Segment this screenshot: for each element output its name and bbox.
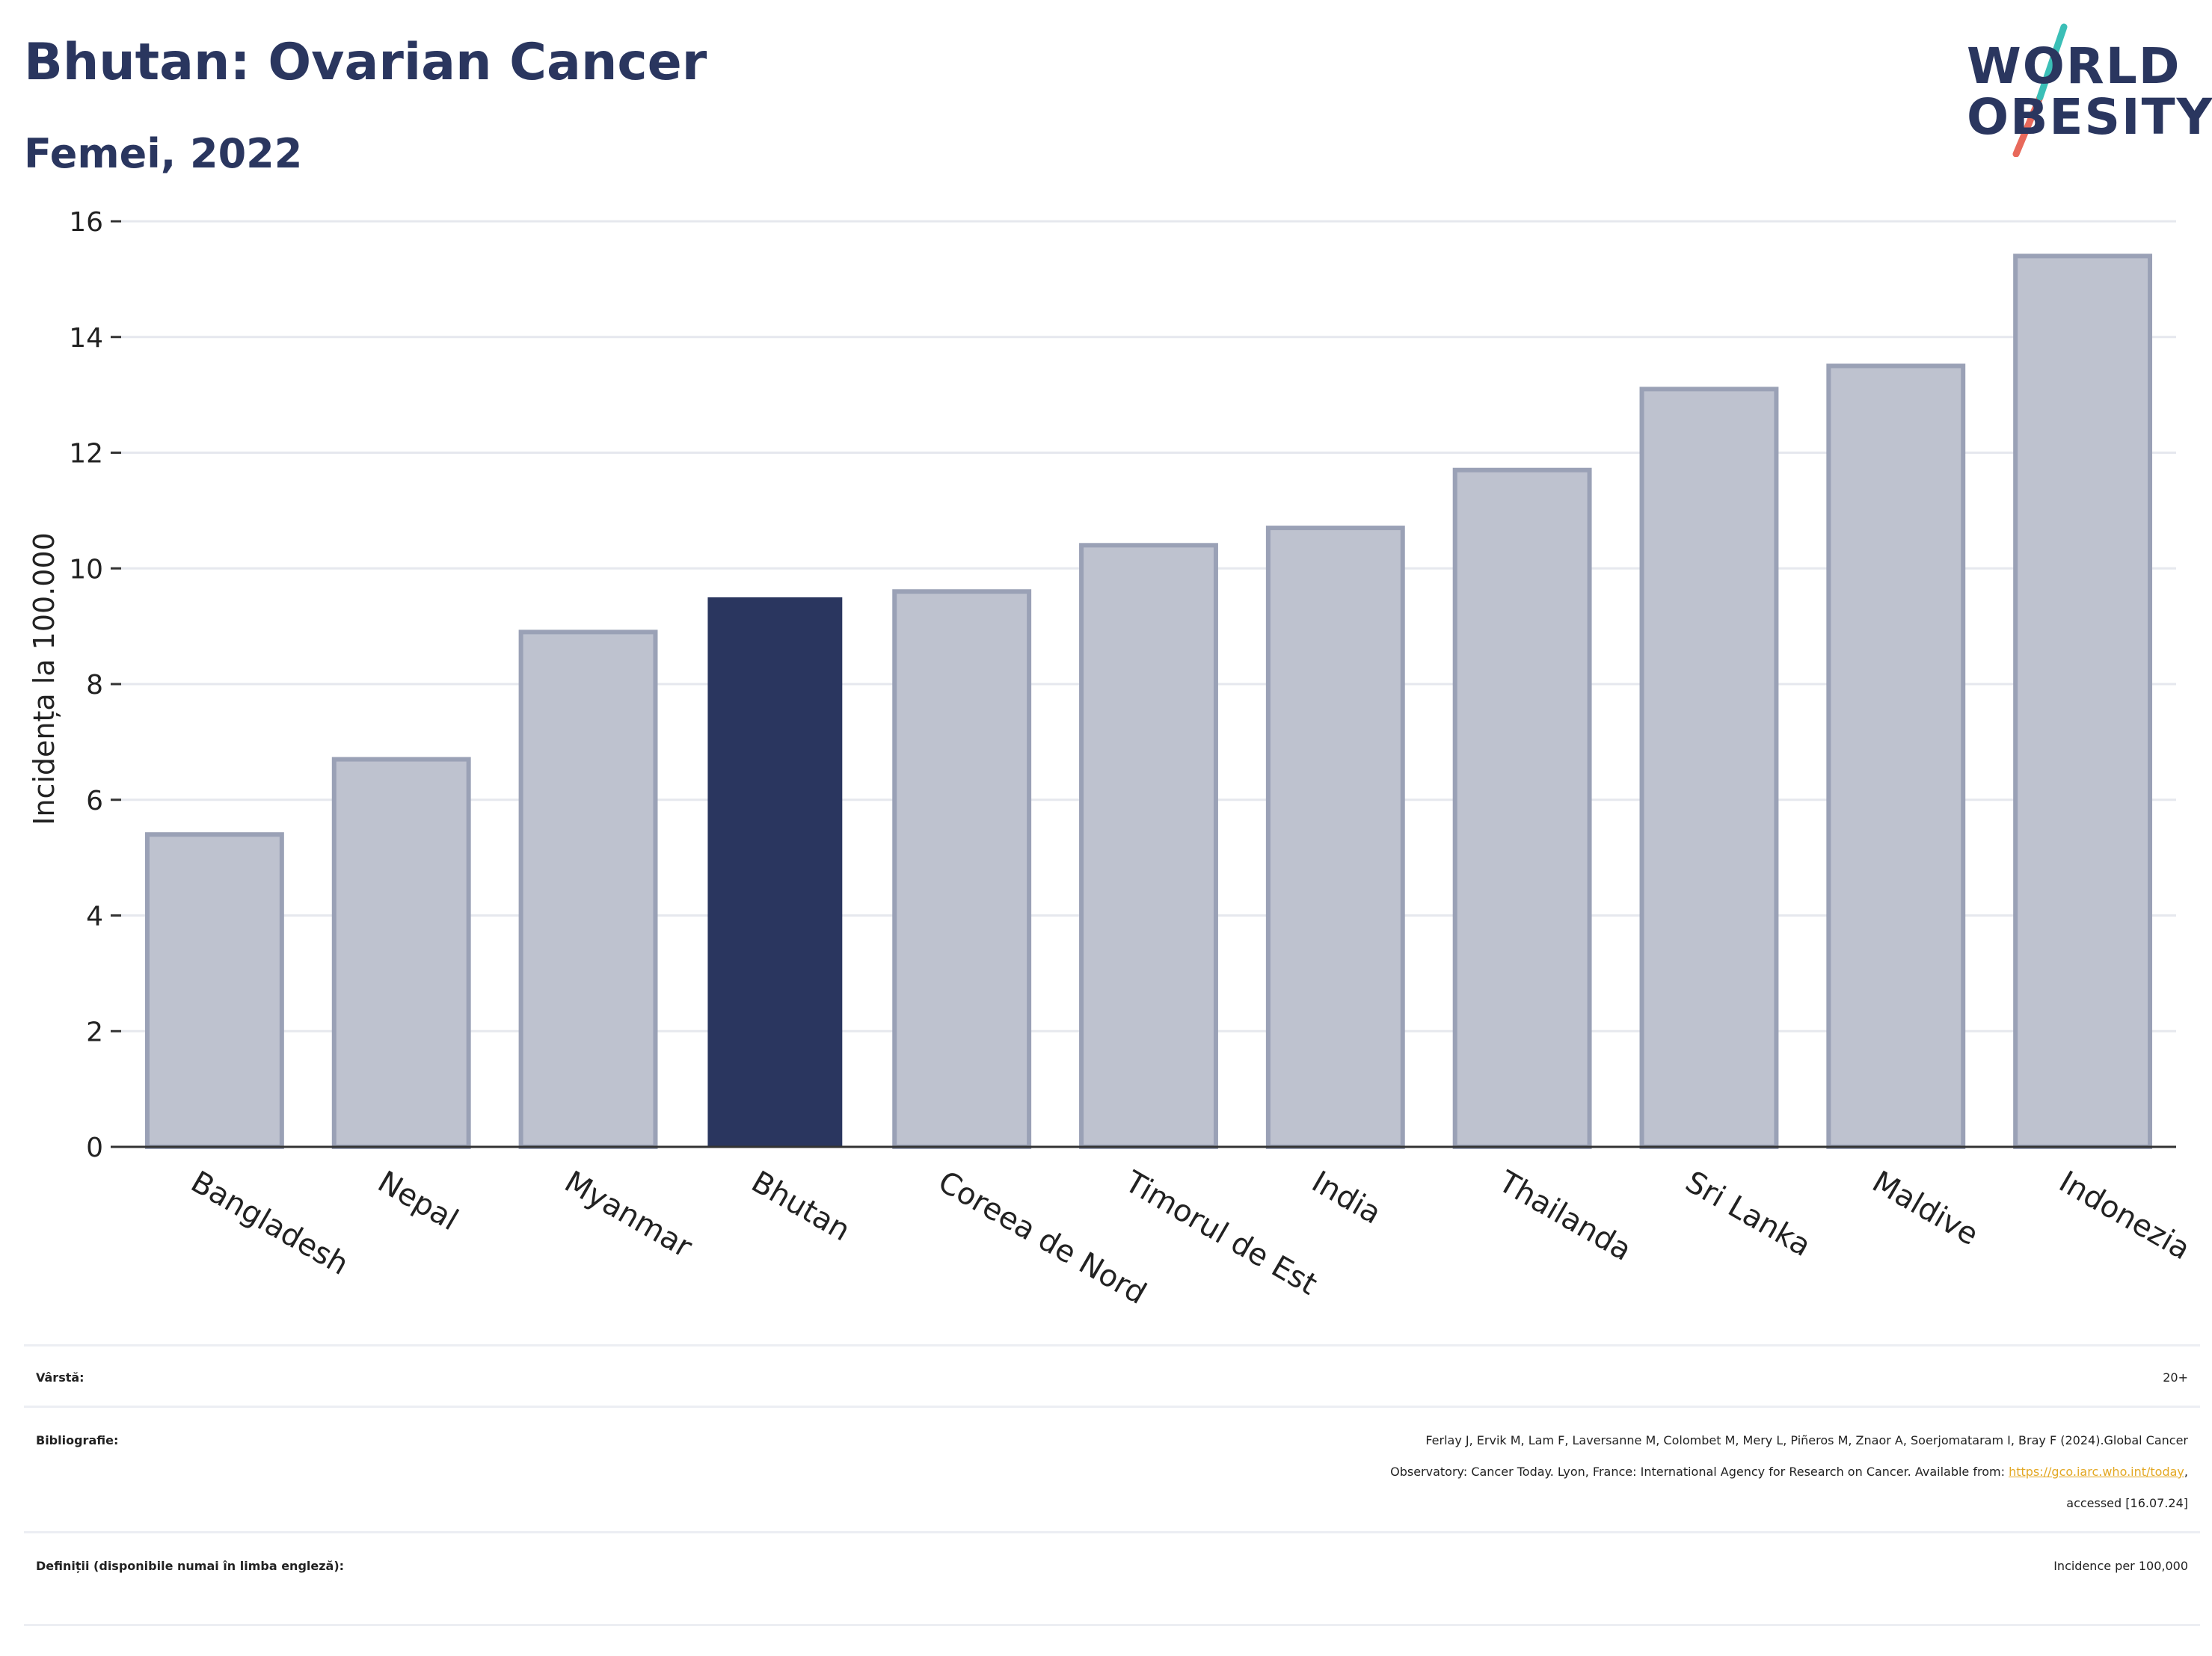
bar-chart: 0 2 4 6 8 10 12 14 16 Bangladesh Nepal Myanmar Bhuta… <box>28 207 2196 1311</box>
meta-divider-top <box>24 1344 2200 1346</box>
y-axis-label: Incidența la 100.000 <box>28 532 61 825</box>
bar-nepal <box>331 757 471 1149</box>
logo-slash-icon <box>2012 23 2068 157</box>
x-tick-label: Sri Lanka <box>1680 1165 1816 1263</box>
x-tick-label: Bangladesh <box>185 1165 354 1282</box>
x-tick-label: Thailanda <box>1492 1164 1637 1267</box>
meta-divider <box>24 1406 2200 1408</box>
logo-text-world: WORLD <box>1967 37 2181 95</box>
bar-thailanda <box>1452 467 1592 1149</box>
x-tick-label: Bhutan <box>746 1165 855 1249</box>
x-tick-label: Indonezia <box>2053 1165 2196 1267</box>
bar-timorul-de-est <box>1079 543 1218 1149</box>
bars <box>144 253 2153 1149</box>
bibliography-line2-text: Observatory: Cancer Today. Lyon, France:… <box>1390 1465 2009 1479</box>
x-tick-label: Coreea de Nord <box>933 1165 1152 1311</box>
y-tick-label: 2 <box>86 1017 103 1047</box>
bar-coreea-de-nord <box>892 589 1032 1149</box>
bibliography-line2: Observatory: Cancer Today. Lyon, France:… <box>618 1456 2188 1488</box>
bibliography-link[interactable]: https://gco.iarc.who.int/today <box>2009 1465 2184 1479</box>
page-title: Bhutan: Ovarian Cancer <box>24 33 707 92</box>
x-tick-label: Myanmar <box>559 1165 698 1265</box>
y-tick-label: 8 <box>86 670 103 701</box>
page-subtitle: Femei, 2022 <box>24 130 303 177</box>
definitions-value: Incidence per 100,000 <box>2053 1559 2188 1573</box>
world-obesity-logo: WORLD OBESITY <box>1959 22 2212 157</box>
y-tick-label: 4 <box>86 902 103 932</box>
bibliography-line1: Ferlay J, Ervik M, Lam F, Laversanne M, … <box>1425 1433 2188 1447</box>
bibliography-text: Ferlay J, Ervik M, Lam F, Laversanne M, … <box>618 1425 2188 1519</box>
bibliography-comma: , <box>2184 1465 2188 1479</box>
bibliography-label: Bibliografie: <box>36 1433 119 1447</box>
y-tick-label: 10 <box>69 554 103 585</box>
age-value: 20+ <box>2163 1370 2188 1385</box>
bar-bangladesh <box>144 832 284 1149</box>
x-tick-label: Nepal <box>372 1165 464 1238</box>
meta-divider-bottom <box>24 1624 2200 1626</box>
bar-bhutan <box>707 597 843 1147</box>
y-tick-label: 6 <box>86 786 103 816</box>
logo-text-obesity: OBESITY <box>1967 88 2212 146</box>
definitions-label: Definiții (disponibile numai în limba en… <box>36 1559 345 1573</box>
bar-india <box>1265 526 1405 1149</box>
y-tick-label: 0 <box>86 1133 103 1163</box>
bibliography-line3: accessed [16.07.24] <box>2066 1496 2188 1510</box>
bar-sri-lanka <box>1639 387 1779 1149</box>
bar-myanmar <box>518 630 658 1149</box>
y-tick-label: 16 <box>69 207 103 238</box>
y-tick-label: 14 <box>69 323 103 354</box>
y-tick-label: 12 <box>69 439 103 470</box>
bar-indonezia <box>2013 253 2153 1149</box>
x-tick-label: India <box>1306 1165 1386 1231</box>
age-label: Vârstă: <box>36 1370 85 1385</box>
x-tick-label: Maldive <box>1867 1165 1984 1252</box>
bar-maldive <box>1826 363 1966 1149</box>
meta-divider <box>24 1531 2200 1533</box>
